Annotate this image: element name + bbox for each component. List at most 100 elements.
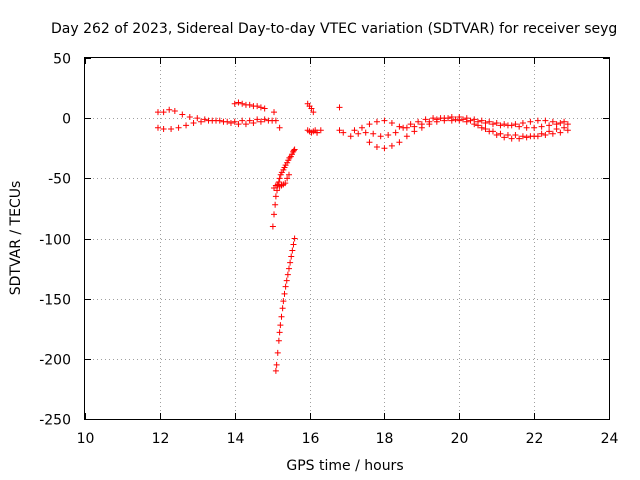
data-point xyxy=(564,121,571,128)
data-point xyxy=(448,113,455,120)
y-axis-label: SDTVAR / TECUs xyxy=(8,181,24,296)
data-point xyxy=(546,122,553,129)
data-point xyxy=(213,117,219,124)
data-point xyxy=(467,117,474,124)
data-point xyxy=(418,121,425,128)
data-point xyxy=(486,118,493,125)
data-point xyxy=(285,265,292,272)
data-point xyxy=(287,259,294,266)
data-point xyxy=(441,115,448,122)
data-point xyxy=(276,175,283,182)
data-point xyxy=(272,201,279,208)
data-point xyxy=(273,361,280,368)
y-tick-label: -250 xyxy=(39,413,71,429)
data-point xyxy=(542,132,549,139)
data-point xyxy=(549,118,556,125)
data-point xyxy=(246,117,253,124)
y-tick-label: 0 xyxy=(62,112,71,128)
data-point xyxy=(512,132,519,139)
data-point xyxy=(278,313,285,320)
x-tick-label: 12 xyxy=(152,431,170,447)
data-point xyxy=(549,130,556,137)
data-point xyxy=(456,113,463,120)
data-point xyxy=(272,117,279,124)
data-point xyxy=(557,119,564,126)
data-point xyxy=(340,129,347,136)
series-descent-upper xyxy=(269,146,298,230)
data-point xyxy=(194,115,201,122)
data-point xyxy=(497,122,504,129)
data-point xyxy=(290,241,297,248)
data-point xyxy=(246,101,253,108)
data-point xyxy=(538,123,545,130)
chart-title: Day 262 of 2023, Sidereal Day-to-day VTE… xyxy=(51,21,617,37)
data-point xyxy=(289,247,296,254)
data-point xyxy=(475,122,481,129)
data-point xyxy=(482,125,489,132)
data-point xyxy=(271,211,278,218)
data-point xyxy=(501,134,508,141)
data-point xyxy=(381,145,388,152)
data-point xyxy=(235,99,242,106)
data-point xyxy=(396,123,403,130)
data-point xyxy=(198,118,205,125)
data-point xyxy=(239,100,246,107)
data-point xyxy=(250,119,257,126)
data-point xyxy=(538,130,545,137)
data-point xyxy=(275,337,282,344)
data-point xyxy=(489,121,496,128)
data-point xyxy=(358,124,365,131)
data-point xyxy=(523,124,530,131)
x-tick-label: 18 xyxy=(376,431,394,447)
plot-frame xyxy=(84,57,610,420)
series-track-i xyxy=(351,113,568,134)
data-point xyxy=(242,121,249,128)
data-point xyxy=(504,132,511,139)
data-point xyxy=(519,133,526,140)
data-point xyxy=(508,122,515,129)
data-point xyxy=(388,142,395,149)
data-point xyxy=(463,115,470,122)
data-point xyxy=(286,154,293,161)
points-layer xyxy=(154,99,571,374)
data-point xyxy=(527,133,534,140)
series-track-a xyxy=(154,106,276,125)
data-point xyxy=(519,119,526,126)
data-point xyxy=(190,119,197,126)
data-point xyxy=(527,118,534,125)
data-point xyxy=(351,127,358,134)
series-track-d xyxy=(271,109,283,131)
data-point xyxy=(426,118,433,125)
series-track-c xyxy=(231,99,268,112)
series-track-f xyxy=(304,127,347,136)
data-point xyxy=(422,116,429,123)
data-point xyxy=(282,180,289,187)
data-point xyxy=(377,133,384,140)
data-point xyxy=(478,124,485,131)
data-point xyxy=(254,103,261,110)
data-point xyxy=(186,113,193,120)
data-point xyxy=(516,135,523,142)
data-point xyxy=(388,119,395,126)
data-point xyxy=(501,121,508,128)
y-tick-label: -150 xyxy=(39,293,71,309)
y-tick-label: -50 xyxy=(48,172,71,188)
data-point xyxy=(362,129,369,136)
data-point xyxy=(291,146,298,153)
data-point xyxy=(257,118,264,125)
data-point xyxy=(396,139,403,146)
data-point xyxy=(284,271,291,278)
x-tick-label: 10 xyxy=(77,431,95,447)
data-point xyxy=(257,104,264,111)
data-point xyxy=(280,298,287,305)
data-point xyxy=(347,133,354,140)
data-point xyxy=(179,111,186,118)
data-point xyxy=(220,118,227,125)
data-point xyxy=(227,119,234,126)
data-point xyxy=(403,124,410,131)
data-point xyxy=(478,117,485,124)
data-point xyxy=(284,175,291,182)
data-point xyxy=(336,104,343,111)
data-point xyxy=(314,129,321,136)
